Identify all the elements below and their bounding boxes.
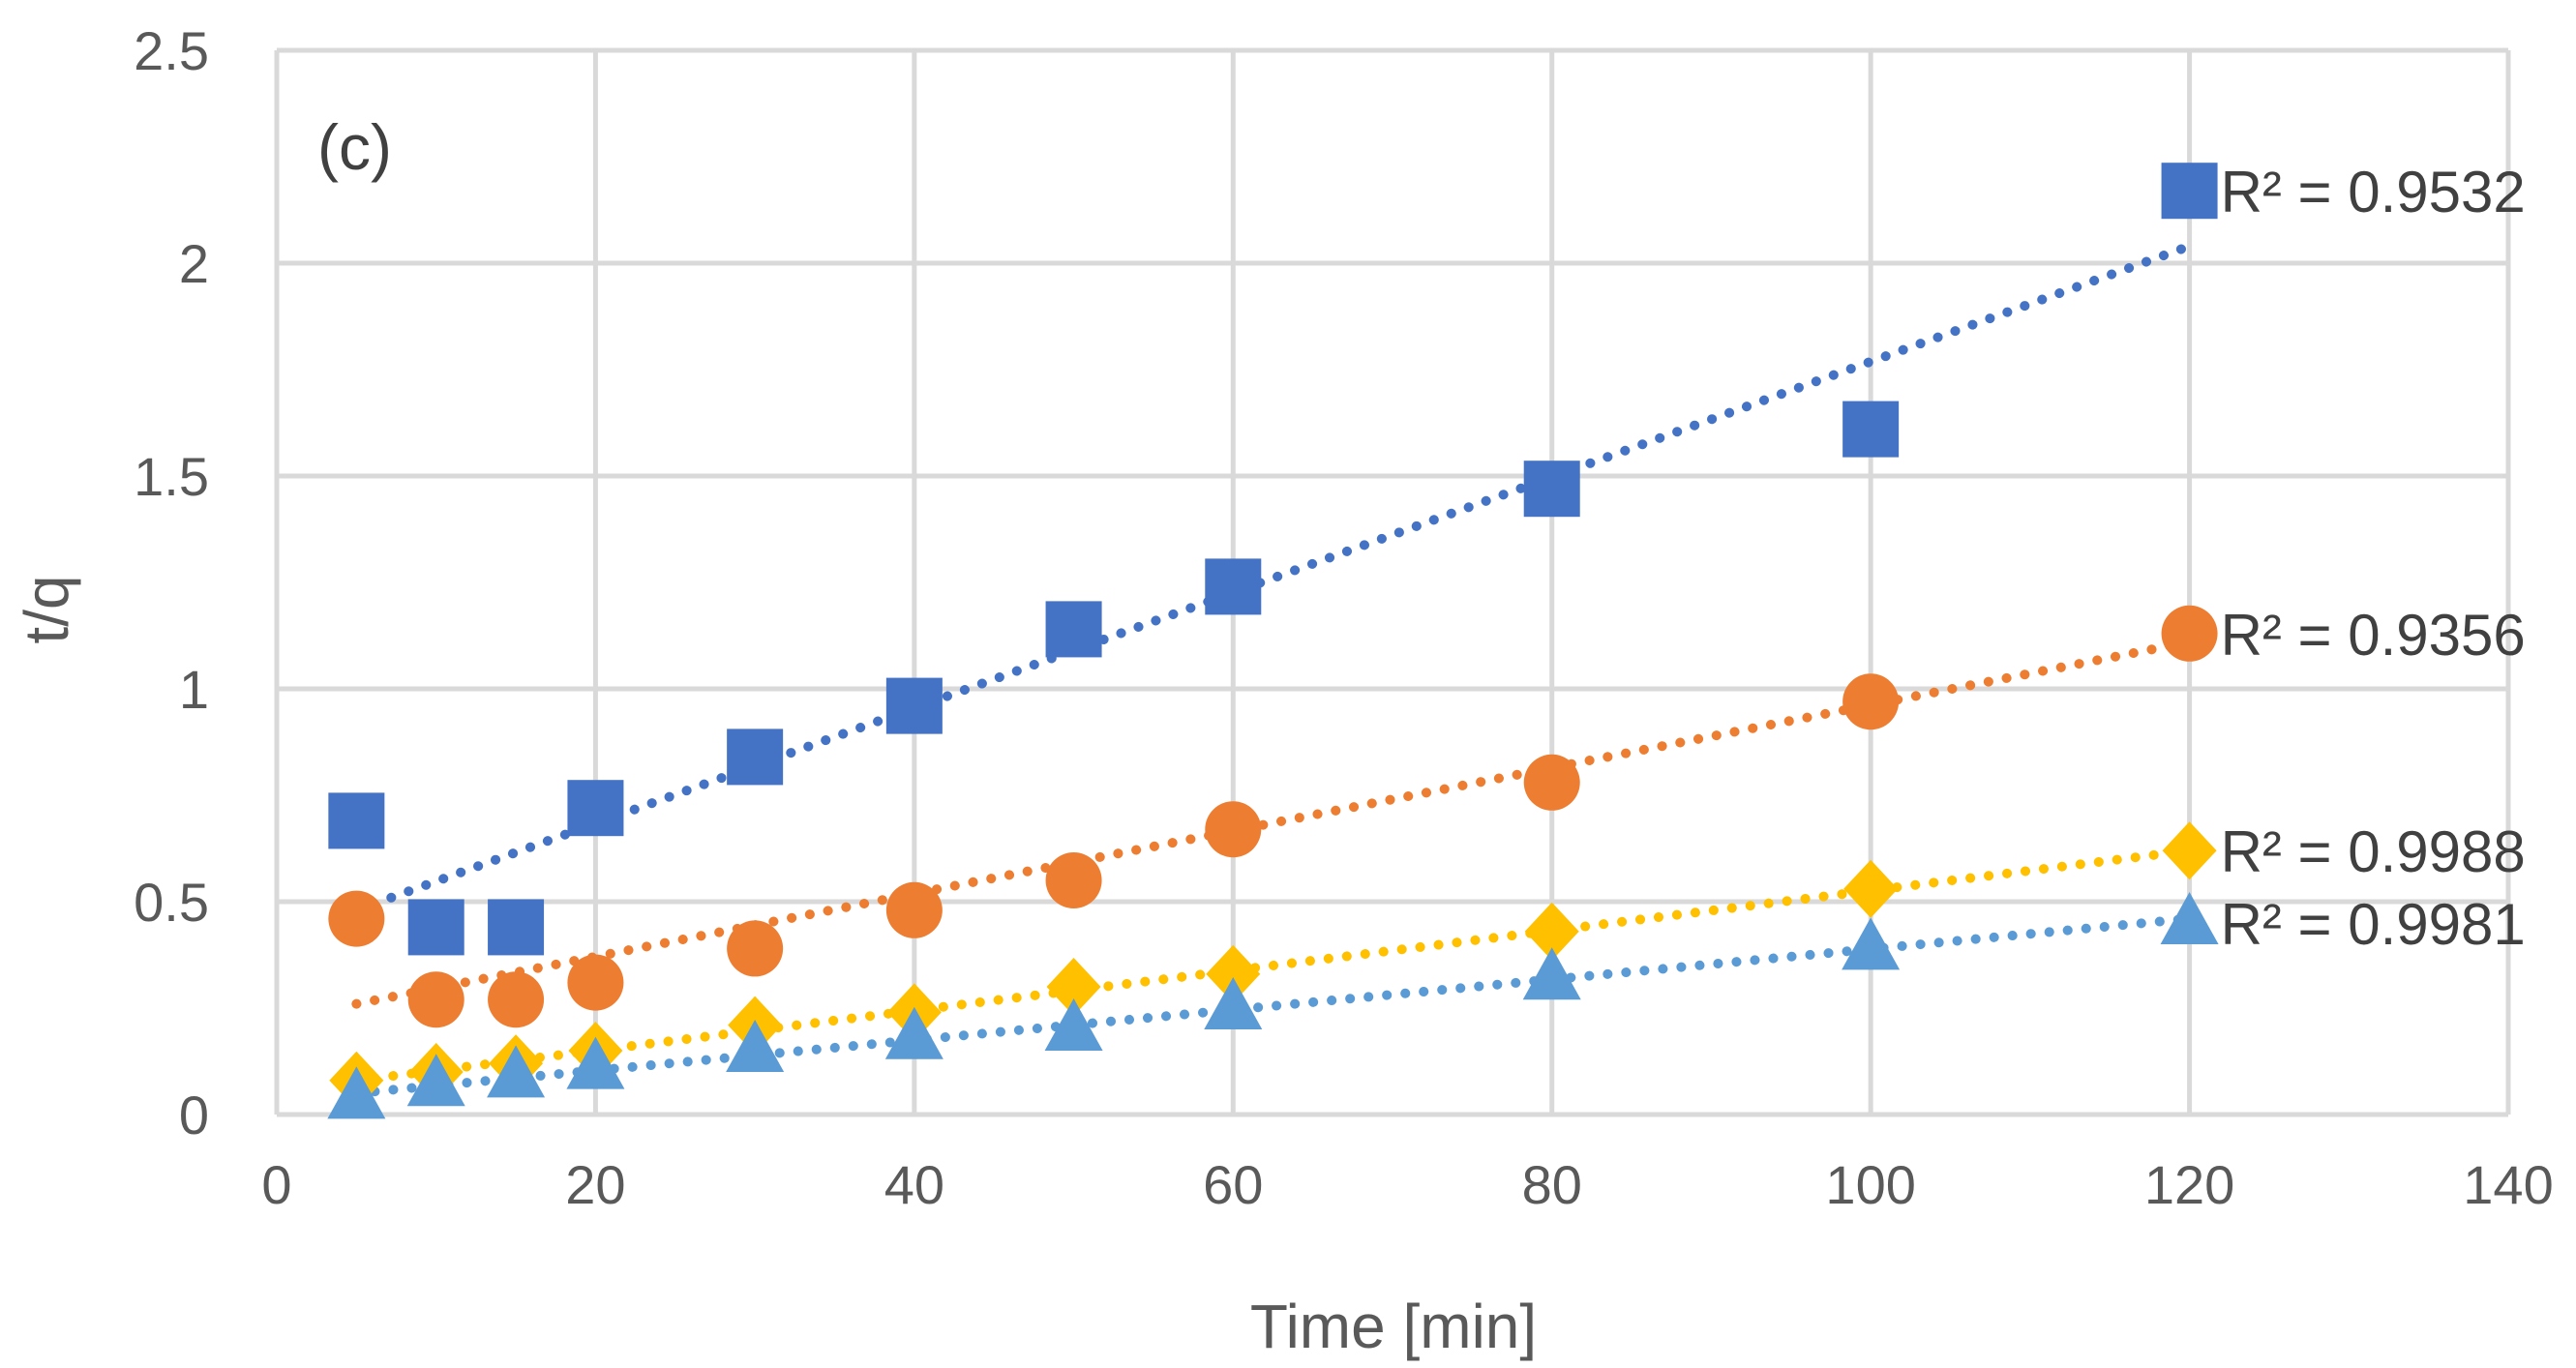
series-4-point bbox=[487, 1045, 546, 1098]
series-2-point bbox=[567, 954, 624, 1011]
panel-label: (c) bbox=[317, 111, 392, 183]
series-1-point bbox=[1842, 401, 1900, 458]
y-tick-label: 0.5 bbox=[134, 872, 209, 933]
r2-label-series-4: R² = 0.9981 bbox=[2221, 892, 2526, 957]
series-2-point bbox=[1842, 673, 1900, 730]
series-4-point bbox=[327, 1066, 386, 1119]
series-2-point bbox=[885, 881, 943, 938]
series-4-point bbox=[1522, 947, 1581, 1000]
r2-label-series-1: R² = 0.9532 bbox=[2221, 160, 2526, 224]
y-tick-label: 1 bbox=[179, 659, 209, 720]
series-2-point bbox=[2161, 605, 2218, 662]
x-tick-label: 0 bbox=[261, 1154, 291, 1215]
trendline-series-2 bbox=[351, 637, 2195, 1009]
series-1-point bbox=[885, 677, 943, 734]
series-1-point bbox=[1523, 461, 1580, 518]
data-points bbox=[327, 163, 2219, 1119]
grid bbox=[274, 47, 2511, 1117]
series-4-point bbox=[2160, 892, 2219, 944]
series-1-point bbox=[407, 899, 464, 956]
series-4-point bbox=[1204, 977, 1263, 1029]
series-2-point bbox=[1045, 852, 1102, 908]
series-4-point bbox=[566, 1036, 625, 1089]
series-2-point bbox=[1205, 801, 1262, 858]
series-3-point bbox=[1843, 859, 1899, 918]
r2-annotations: R² = 0.9532 R² = 0.9356 R² = 0.9988 R² = 0.… bbox=[2221, 160, 2526, 957]
trendlines bbox=[351, 241, 2195, 1098]
series-1-point bbox=[727, 729, 784, 786]
series-2-point bbox=[407, 971, 464, 1028]
series-4-point bbox=[726, 1020, 785, 1072]
series-4-point bbox=[406, 1054, 465, 1107]
tick-labels: 0 20 40 60 80 100 120 140 0 0.5 1 1.5 2 2.5 bbox=[134, 20, 2554, 1215]
x-tick-label: 120 bbox=[2144, 1154, 2234, 1215]
x-tick-label: 140 bbox=[2463, 1154, 2553, 1215]
series-4-point bbox=[1842, 917, 1901, 970]
trendline-series-1 bbox=[351, 241, 2195, 915]
series-3-point bbox=[1206, 944, 1261, 1003]
series-3-point bbox=[1524, 902, 1579, 961]
r2-label-series-2: R² = 0.9356 bbox=[2221, 603, 2526, 668]
series-1-point bbox=[488, 899, 545, 956]
y-tick-label: 0 bbox=[179, 1085, 209, 1145]
trendline-series-3 bbox=[351, 846, 2195, 1085]
series-1-point bbox=[1045, 601, 1102, 658]
y-tick-label: 2.5 bbox=[134, 20, 209, 81]
r2-label-series-3: R² = 0.9988 bbox=[2221, 819, 2526, 884]
series-4-point bbox=[1044, 998, 1103, 1051]
y-tick-label: 1.5 bbox=[134, 446, 209, 507]
x-tick-label: 20 bbox=[565, 1154, 625, 1215]
series-4-point bbox=[884, 1006, 944, 1059]
y-tick-label: 2 bbox=[179, 233, 209, 294]
series-1-point bbox=[567, 780, 624, 837]
x-axis-title: Time [min] bbox=[1250, 1292, 1537, 1361]
x-tick-label: 100 bbox=[1825, 1154, 1915, 1215]
series-2-point bbox=[1523, 754, 1580, 811]
series-3-point bbox=[2162, 821, 2217, 880]
series-3-point bbox=[1046, 958, 1101, 1016]
series-1-point bbox=[1205, 558, 1262, 615]
x-tick-label: 80 bbox=[1522, 1154, 1582, 1215]
y-axis-title: t/q bbox=[12, 575, 81, 643]
trendline-series-4 bbox=[351, 913, 2195, 1098]
series-1-point bbox=[328, 792, 385, 849]
series-1-point bbox=[2161, 163, 2218, 220]
x-tick-label: 40 bbox=[884, 1154, 944, 1215]
series-2-point bbox=[727, 920, 784, 977]
series-2-point bbox=[328, 890, 385, 947]
series-2-point bbox=[488, 971, 545, 1028]
x-tick-label: 60 bbox=[1203, 1154, 1263, 1215]
